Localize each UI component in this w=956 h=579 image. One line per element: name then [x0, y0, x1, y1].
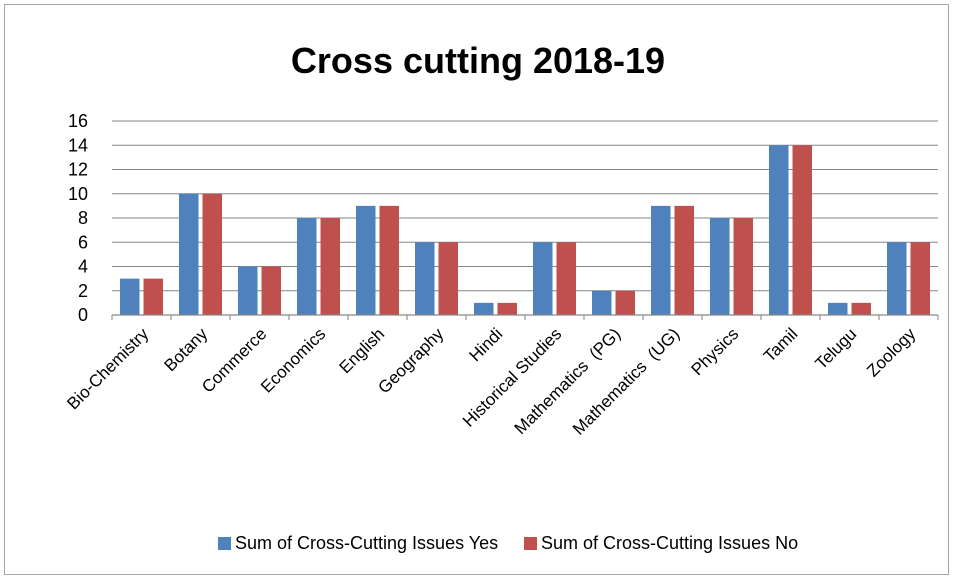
legend: Sum of Cross-Cutting Issues Yes Sum of Cr… — [218, 533, 798, 553]
bar-yes — [710, 218, 730, 315]
y-tick-label: 2 — [78, 281, 88, 301]
bar-yes — [592, 290, 612, 315]
legend-swatch — [218, 537, 231, 550]
bar-no — [792, 145, 812, 315]
chart-title: Cross cutting 2018-19 — [291, 40, 665, 81]
y-tick-label: 12 — [68, 160, 88, 180]
bar-no — [851, 302, 871, 315]
bar-no — [379, 205, 399, 315]
bar-no — [615, 290, 635, 315]
bar-yes — [415, 242, 435, 315]
category-label: Mathematics (PG) — [511, 324, 625, 438]
bar-yes — [828, 302, 848, 315]
bar-yes — [297, 218, 317, 315]
bar-yes — [356, 205, 376, 315]
bars — [120, 145, 930, 315]
y-tick-label: 14 — [68, 135, 88, 155]
bar-yes — [238, 266, 258, 315]
bar-yes — [769, 145, 789, 315]
category-label: Mathematics (UG) — [569, 324, 683, 438]
y-axis-ticks: 0 2 4 6 8 10 12 14 16 — [68, 111, 88, 325]
y-tick-label: 0 — [78, 305, 88, 325]
y-tick-label: 8 — [78, 208, 88, 228]
category-label: Economics — [257, 324, 329, 396]
category-label: Physics — [687, 324, 742, 379]
bar-no — [556, 242, 576, 315]
bar-yes — [120, 278, 140, 315]
bar-yes — [474, 302, 494, 315]
legend-swatch — [524, 537, 537, 550]
gridlines — [112, 120, 938, 292]
bar-no — [910, 242, 930, 315]
category-label: Historical Studies — [459, 324, 565, 430]
category-label: Zoology — [863, 324, 920, 381]
bar-no — [733, 218, 753, 315]
bar-yes — [651, 205, 671, 315]
legend-label: Sum of Cross-Cutting Issues Yes — [235, 533, 498, 553]
category-label: English — [335, 324, 388, 377]
bar-no — [438, 242, 458, 315]
bar-yes — [179, 193, 199, 315]
category-label: Telugu — [811, 324, 860, 373]
category-label: Botany — [160, 324, 211, 375]
x-axis-ticks — [111, 315, 939, 320]
bar-no — [674, 205, 694, 315]
bar-no — [261, 266, 281, 315]
category-label: Tamil — [760, 324, 801, 365]
bar-yes — [533, 242, 553, 315]
bar-no — [497, 302, 517, 315]
category-label: Bio-Chemistry — [63, 324, 152, 413]
bar-yes — [887, 242, 907, 315]
y-tick-label: 4 — [78, 257, 88, 277]
category-label: Hindi — [465, 324, 506, 365]
y-tick-label: 10 — [68, 184, 88, 204]
legend-label: Sum of Cross-Cutting Issues No — [541, 533, 798, 553]
bar-no — [320, 218, 340, 315]
y-tick-label: 6 — [78, 232, 88, 252]
bar-no — [202, 193, 222, 315]
y-tick-label: 16 — [68, 111, 88, 131]
bar-no — [143, 278, 163, 315]
